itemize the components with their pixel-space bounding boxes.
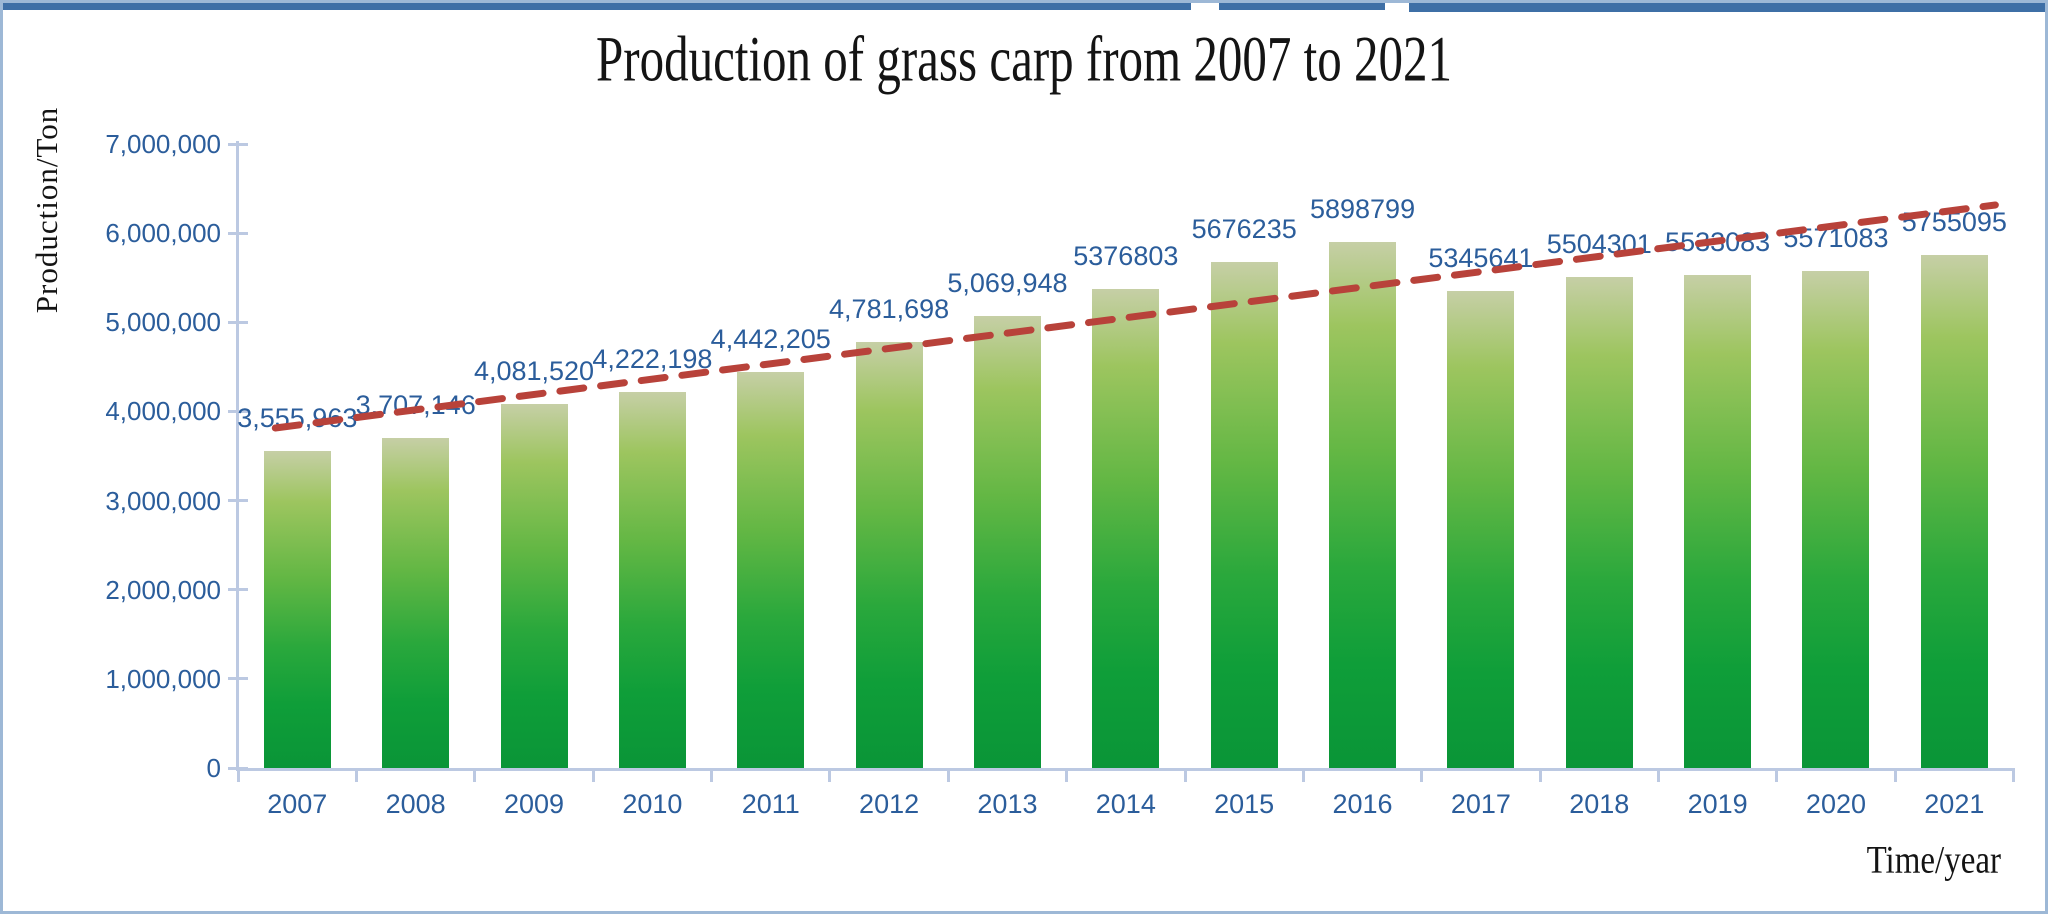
x-tick-label-2012: 2012 xyxy=(859,789,920,819)
bar-2013 xyxy=(973,316,1041,768)
bar-value-label-2008: 3,707,146 xyxy=(355,389,476,420)
bar-2019 xyxy=(1684,274,1752,768)
bar-2018 xyxy=(1565,277,1633,768)
x-tick xyxy=(1538,768,1542,782)
bar-2008 xyxy=(382,437,450,768)
y-tick xyxy=(228,499,248,503)
bar-value-label-2013: 5,069,948 xyxy=(947,268,1068,299)
x-tick xyxy=(1183,768,1187,782)
top-border-strip xyxy=(3,3,1191,10)
x-tick-label-2011: 2011 xyxy=(741,789,800,819)
y-tick-label: 6,000,000 xyxy=(105,218,221,249)
bar-2009 xyxy=(500,404,568,768)
x-tick-label-2015: 2015 xyxy=(1214,789,1275,819)
bar-2020 xyxy=(1802,271,1870,768)
x-tick xyxy=(1893,768,1897,782)
x-tick xyxy=(710,768,714,782)
x-tick-label-2009: 2009 xyxy=(503,789,565,819)
top-border-strip xyxy=(1219,3,1385,10)
bar-2016 xyxy=(1329,242,1397,768)
y-tick xyxy=(228,231,248,235)
bar-value-label-2012: 4,781,698 xyxy=(829,293,950,324)
y-tick-label: 1,000,000 xyxy=(105,663,221,694)
top-border-strip xyxy=(1409,3,2045,12)
bar-2007 xyxy=(263,451,331,768)
y-tick-label: 4,000,000 xyxy=(105,396,221,427)
x-tick-label-2014: 2014 xyxy=(1095,789,1156,819)
y-tick-label: 5,000,000 xyxy=(105,307,221,338)
bar-2011 xyxy=(737,372,805,768)
bar-2012 xyxy=(855,341,923,768)
x-tick xyxy=(236,768,240,782)
x-axis-line xyxy=(236,768,2014,771)
bar-2015 xyxy=(1210,262,1278,768)
bar-value-label-2016: 5898799 xyxy=(1309,194,1416,225)
x-tick-label-2016: 2016 xyxy=(1332,789,1393,819)
x-tick xyxy=(1775,768,1779,782)
x-tick-label-2020: 2020 xyxy=(1805,789,1866,819)
y-tick xyxy=(228,142,248,146)
x-axis-title: Time/year xyxy=(1866,839,2001,883)
y-axis-line xyxy=(236,141,239,771)
x-tick-label-2017: 2017 xyxy=(1450,789,1511,819)
y-tick-label: 3,000,000 xyxy=(105,485,221,516)
x-tick xyxy=(946,768,950,782)
x-tick-label-2018: 2018 xyxy=(1569,789,1630,819)
bar-2021 xyxy=(1920,254,1988,768)
bar-value-label-2011: 4,442,205 xyxy=(710,324,831,355)
y-tick xyxy=(228,677,248,681)
x-tick xyxy=(828,768,832,782)
x-tick xyxy=(1301,768,1305,782)
x-tick-label-2019: 2019 xyxy=(1687,789,1748,819)
x-tick xyxy=(1656,768,1660,782)
y-axis-title: Production/Ton xyxy=(29,106,64,314)
x-tick-label-2013: 2013 xyxy=(977,789,1038,819)
x-tick xyxy=(1065,768,1069,782)
x-tick-label-2010: 2010 xyxy=(622,789,683,819)
x-tick xyxy=(354,768,358,782)
y-tick xyxy=(228,588,248,592)
x-tick-label-2007: 2007 xyxy=(267,789,328,819)
bar-2017 xyxy=(1447,291,1515,768)
y-tick-label: 7,000,000 xyxy=(105,129,221,160)
x-tick xyxy=(1420,768,1424,782)
x-tick-label-2008: 2008 xyxy=(385,789,446,819)
y-tick-label: 0 xyxy=(206,753,221,783)
bar-value-label-2014: 5376803 xyxy=(1073,240,1179,271)
chart-title: Production of grass carp from 2007 to 20… xyxy=(596,22,1452,95)
x-tick-label-2021: 2021 xyxy=(1924,789,1985,819)
x-tick xyxy=(591,768,595,782)
x-tick xyxy=(2012,768,2016,782)
y-tick xyxy=(228,409,248,413)
y-tick-label: 2,000,000 xyxy=(105,574,221,605)
bar-2010 xyxy=(618,391,686,768)
y-tick xyxy=(228,320,248,324)
bar-value-label-2021: 5755095 xyxy=(1901,206,2007,237)
x-tick xyxy=(473,768,477,782)
bar-2014 xyxy=(1092,288,1160,768)
